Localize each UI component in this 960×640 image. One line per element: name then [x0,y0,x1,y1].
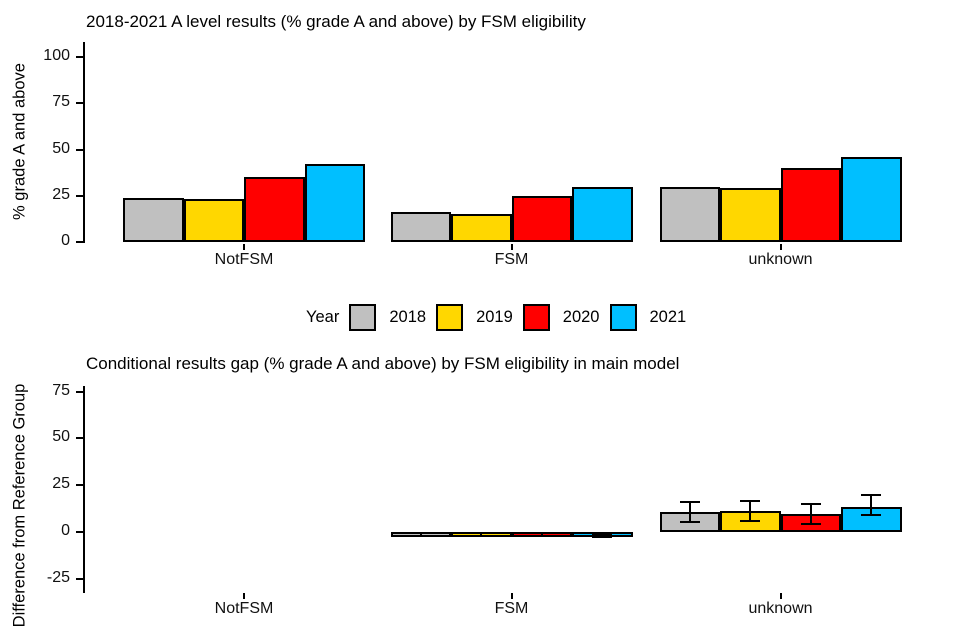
legend-item-2019: 2019 [436,303,513,331]
bar-2018-fsm [390,212,451,242]
y-tick [76,194,83,197]
legend-label-2020: 2020 [562,307,600,326]
legend-label-2019: 2019 [476,307,513,326]
y-tick-label: 0 [61,522,70,539]
y-axis-line [83,42,85,243]
y-tick [76,56,83,58]
x-category-label: unknown [748,251,813,268]
bar-2020-fsm [511,195,572,242]
legend-swatch-2021-icon [609,303,637,331]
y-tick-label: 0 [61,232,70,249]
y-tick-label: -25 [46,568,70,586]
error-bar-cap [800,522,821,525]
x-category-label: unknown [748,600,813,617]
x-tick [243,244,245,250]
legend-swatch-2018-icon [349,303,377,331]
error-bar-cap [592,533,613,536]
y-tick [76,577,83,580]
error-bar-line [601,534,604,538]
error-bar-cap [592,536,613,539]
x-tick [243,593,245,599]
error-bar-cap [679,520,700,523]
legend-item-2021: 2021 [609,303,687,331]
y-tick-label: 50 [52,428,70,446]
bar-2021-notfsm [304,164,365,242]
error-bar-cap [679,501,700,504]
y-tick-label: 75 [52,93,70,111]
error-bar-cap [740,519,761,522]
y-tick-label: 25 [52,185,70,203]
x-category-label: NotFSM [214,600,274,617]
y-tick [76,390,83,393]
legend-label-2021: 2021 [649,307,687,326]
bar-2018-notfsm [123,197,184,242]
x-category-label: FSM [494,600,529,617]
y-tick [76,484,83,487]
bar-2019-notfsm [183,199,244,242]
error-bar-cap [861,514,882,517]
error-bar-line [809,503,812,524]
error-bar-cap [471,534,492,537]
x-category-label: NotFSM [214,251,274,268]
x-tick [779,244,782,250]
y-tick-label: 100 [43,47,70,64]
y-tick [76,531,83,533]
y-axis-line [83,386,85,593]
error-bar-line [540,533,543,537]
legend-swatch-2019-icon [436,303,464,331]
error-bar-cap [531,535,552,538]
bar-2018-unknown [659,186,720,242]
error-bar-line [870,495,873,516]
x-tick [510,593,513,599]
error-bar-line [688,502,691,522]
error-bar-line [419,533,422,537]
bar-2019-fsm [451,214,512,242]
y-tick-label: 50 [52,139,70,157]
legend-item-2018: 2018 [349,303,427,331]
error-bar-line [480,532,483,536]
bar-2020-unknown [780,168,841,242]
error-bar-cap [800,502,821,505]
error-bar-cap [740,500,761,503]
bar-2019-unknown [720,188,781,242]
legend-title: Year [306,307,340,326]
error-bar-cap [531,532,552,535]
error-bar-cap [861,494,882,497]
y-tick-label: 25 [52,475,70,493]
bar-2021-unknown [841,156,902,242]
y-tick [76,102,83,105]
y-tick-label: 75 [52,381,70,399]
error-bar-cap [410,535,431,538]
x-tick [779,593,782,599]
legend: Year 2018 2019 2020 2021 [306,302,686,332]
legend-item-2020: 2020 [522,303,600,331]
legend-label-2018: 2018 [389,307,427,326]
y-tick [76,241,83,243]
bottom-chart-title: Conditional results gap (% grade A and a… [86,354,680,373]
legend-swatch-2020-icon [522,303,550,331]
error-bar-cap [471,531,492,534]
top-chart-title: 2018-2021 A level results (% grade A and… [86,12,586,31]
error-bar-cap [410,532,431,535]
y-tick [76,437,83,440]
y-tick [76,148,83,151]
bar-2021-fsm [572,186,633,242]
x-tick [510,244,513,250]
bar-2020-notfsm [244,177,305,242]
x-category-label: FSM [494,251,529,268]
error-bar-line [749,501,752,521]
